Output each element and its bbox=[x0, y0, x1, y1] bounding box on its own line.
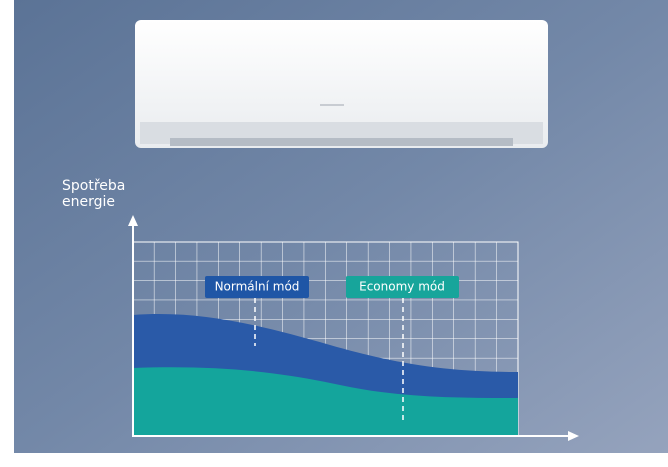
economy-label: Economy mód bbox=[359, 280, 445, 294]
axis-label: energie bbox=[62, 194, 115, 210]
economy-badge bbox=[346, 276, 459, 298]
economy-area bbox=[133, 367, 518, 436]
air-conditioner bbox=[135, 20, 548, 148]
axes bbox=[128, 215, 579, 441]
normal-label: Normální mód bbox=[215, 280, 300, 294]
axis-label: Spotřeba bbox=[62, 178, 125, 194]
normal-badge bbox=[205, 276, 309, 298]
